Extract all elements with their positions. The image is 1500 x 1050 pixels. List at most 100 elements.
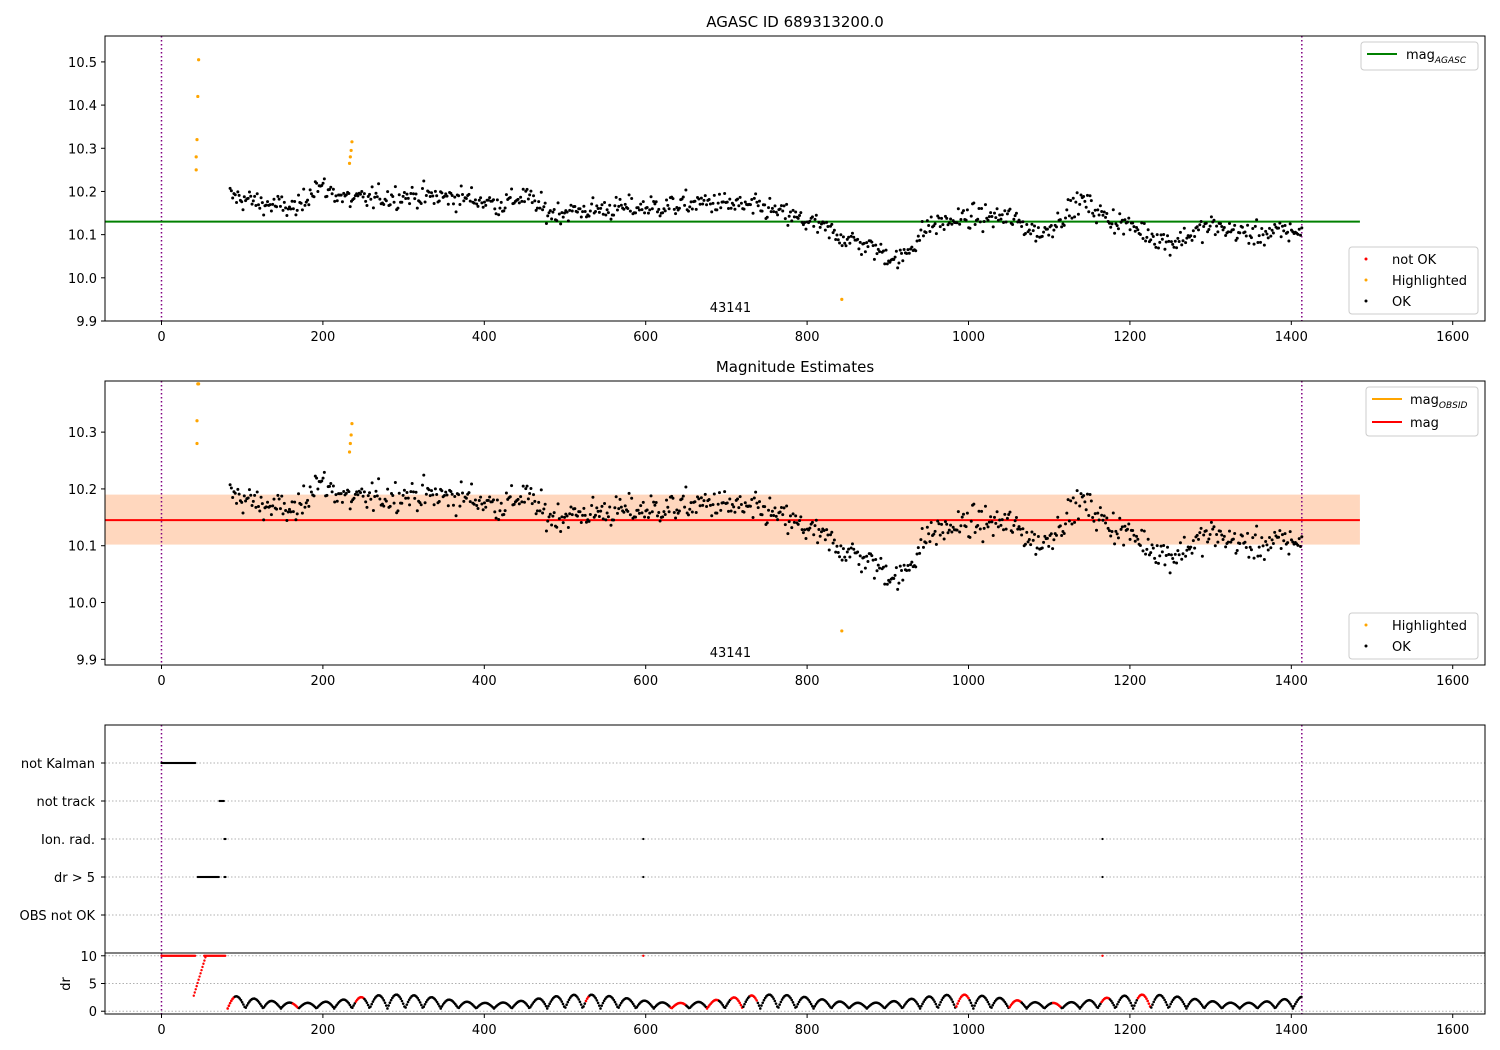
ok-point <box>665 198 669 202</box>
ok-point <box>1190 551 1194 555</box>
ok-point <box>712 492 716 496</box>
ok-point <box>315 181 319 185</box>
ok-point <box>960 211 964 215</box>
ok-point <box>743 200 747 204</box>
dr-ok-point <box>239 998 243 1002</box>
ok-point <box>1101 518 1105 522</box>
ok-point <box>883 582 887 586</box>
dr-ok-point <box>1165 1003 1169 1007</box>
ok-point <box>1231 537 1235 541</box>
highlighted-point <box>347 161 352 165</box>
x-tick-label: 800 <box>795 330 820 345</box>
ok-point <box>844 244 848 248</box>
ok-point <box>1128 228 1132 232</box>
ok-point <box>437 199 441 203</box>
dr-ok-point <box>404 1006 407 1009</box>
ok-point <box>1159 233 1163 237</box>
ok-point <box>402 190 406 194</box>
ok-point <box>858 554 862 558</box>
ok-point <box>892 576 896 580</box>
ok-point <box>526 197 530 201</box>
ok-point <box>772 210 776 214</box>
ok-point <box>866 559 870 563</box>
ok-point <box>494 516 498 520</box>
ok-point <box>544 529 548 533</box>
ok-point <box>1262 243 1266 247</box>
x-tick-label: 1600 <box>1436 674 1469 689</box>
ok-point <box>701 503 705 507</box>
dr-ok-point <box>969 1001 973 1005</box>
dr-not-ok-point <box>227 1004 231 1008</box>
ok-point <box>391 494 395 498</box>
ok-point <box>995 510 999 514</box>
ok-point <box>1084 205 1088 209</box>
ok-point <box>566 219 570 223</box>
ok-point <box>1027 228 1031 232</box>
ok-point <box>1034 552 1038 556</box>
ok-point <box>639 202 643 206</box>
ok-point <box>982 219 986 223</box>
ok-point <box>276 194 280 198</box>
dr-not-ok-point <box>585 997 589 1000</box>
ok-point <box>785 202 789 206</box>
panel2-frame <box>104 380 1486 666</box>
ok-point <box>1270 538 1274 542</box>
ok-point <box>315 476 319 480</box>
ok-point <box>422 473 426 477</box>
ok-point <box>684 188 688 192</box>
ok-point <box>1220 224 1224 228</box>
ok-point <box>822 221 826 225</box>
dr-not-ok-point <box>957 999 961 1003</box>
dr-ok-point <box>933 1000 936 1003</box>
ok-point <box>384 499 388 503</box>
ok-point <box>1093 208 1097 212</box>
ok-point <box>285 518 289 522</box>
ok-point <box>622 510 626 514</box>
ok-point <box>287 507 291 511</box>
ok-point <box>228 186 232 190</box>
ok-point <box>235 501 239 505</box>
ok-point <box>778 207 782 211</box>
ok-point <box>1291 540 1295 544</box>
dr-ok-point <box>1289 1002 1292 1006</box>
dr-ok-point <box>596 1001 600 1005</box>
ok-point <box>1162 543 1166 547</box>
ok-point <box>1195 225 1199 229</box>
ok-point <box>1178 541 1182 545</box>
ok-point <box>767 206 771 210</box>
ok-point <box>371 206 375 210</box>
ok-point <box>856 237 860 241</box>
ok-point <box>1100 513 1104 517</box>
ok-point <box>985 522 989 526</box>
ok-point <box>964 525 968 529</box>
ok-point <box>958 530 962 534</box>
dr-ok-point <box>577 998 581 1001</box>
ok-point <box>676 511 680 515</box>
ok-point <box>233 193 237 197</box>
ok-point <box>1123 218 1127 222</box>
ok-point <box>361 195 365 199</box>
highlighted-point <box>349 433 353 437</box>
ok-point <box>859 253 863 257</box>
ok-point <box>1087 210 1091 214</box>
ok-point <box>1286 230 1290 234</box>
ok-point <box>299 502 303 506</box>
ok-point <box>1045 227 1049 231</box>
ok-point <box>1018 220 1022 224</box>
ok-point <box>972 502 976 506</box>
ok-point <box>339 193 343 197</box>
ok-point <box>1123 524 1127 528</box>
ok-point <box>1082 494 1086 498</box>
ok-point <box>240 200 244 204</box>
ok-point <box>1216 540 1220 544</box>
ok-point <box>1197 537 1201 541</box>
dr-ok-point <box>936 1006 940 1009</box>
ok-point <box>703 194 707 198</box>
dr-not-ok-point <box>192 994 195 997</box>
ok-point <box>1155 544 1159 548</box>
ok-point <box>783 523 787 527</box>
ok-point <box>852 547 856 551</box>
ok-point <box>446 202 450 206</box>
ok-point <box>1069 499 1073 503</box>
ok-point <box>1199 526 1203 530</box>
